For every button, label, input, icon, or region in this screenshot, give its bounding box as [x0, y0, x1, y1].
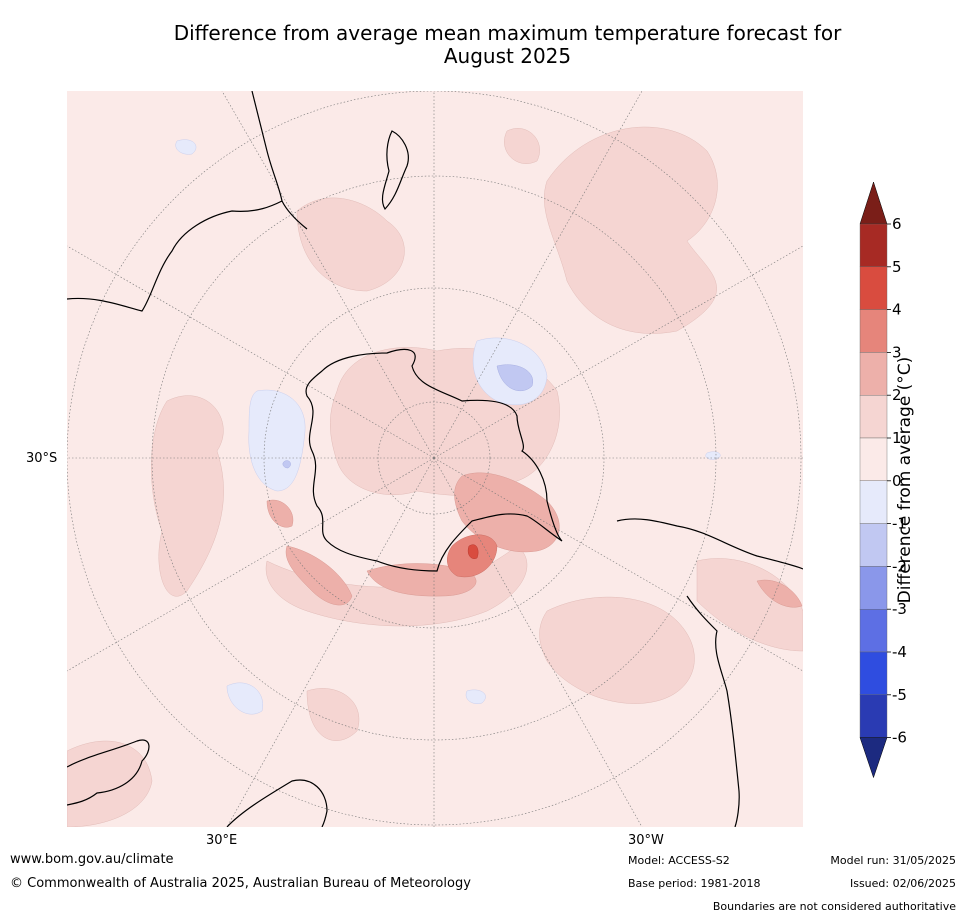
footer-copyright: © Commonwealth of Australia 2025, Austra… — [10, 876, 471, 891]
region-indian-cool — [226, 682, 264, 715]
region-tasman-pacific — [296, 197, 405, 292]
footer-website: www.bom.gov.au/climate — [10, 852, 174, 867]
meridian-120e — [67, 245, 435, 459]
australia-coastline — [67, 91, 308, 312]
south-america-coastline — [616, 518, 803, 827]
colorbar-tick-label: -6 — [892, 729, 907, 747]
colorbar-bin — [859, 609, 888, 653]
region-patagonia-east — [696, 558, 803, 652]
footer-model-run: Model run: 31/05/2025 — [830, 854, 956, 867]
meridian-120w — [433, 245, 803, 459]
region-southern-warm — [366, 563, 477, 597]
anomaly-map — [67, 91, 803, 827]
colorbar-bin — [859, 566, 888, 610]
lat-label-30s: 30°S — [26, 451, 58, 466]
footer-issued: Issued: 02/06/2025 — [849, 877, 956, 890]
region-small-cool-sa — [465, 689, 486, 704]
map-title-line-2: August 2025 — [443, 44, 572, 68]
colorbar-bin — [859, 266, 888, 310]
colorbar-bin — [859, 480, 888, 524]
anomaly-map-canvas — [67, 91, 803, 827]
meridian-150w — [433, 91, 643, 459]
colorbar: 6 5 4 3 2 1 0 -1 -2 -3 -4 -5 -6 — [858, 181, 965, 782]
colorbar-tick-label: 0 — [892, 472, 902, 490]
new-zealand-coastline — [381, 130, 409, 210]
colorbar-bin — [859, 394, 888, 439]
colorbar-arrow-top — [859, 181, 888, 225]
region-amundsen-cold-core — [496, 364, 533, 391]
region-peninsula-peak — [467, 544, 479, 559]
region-south-atlantic — [544, 126, 718, 334]
footer-model: Model: ACCESS-S2 — [628, 854, 730, 867]
colorbar-arrow-bottom — [859, 737, 888, 779]
colorbar-tick-label: -1 — [892, 515, 907, 533]
anomaly-region-4-to-5 — [467, 544, 479, 559]
colorbar-tick-label: -4 — [892, 643, 907, 661]
region-south-africa — [67, 740, 153, 827]
colorbar-tick-label: 2 — [892, 386, 902, 404]
anomaly-region-1-to-2 — [67, 126, 803, 827]
region-kerguelen-warm — [266, 499, 294, 528]
colorbar-title: Difference from average (°C) — [895, 356, 915, 604]
region-ross-warm — [285, 545, 353, 606]
footer-base-period: Base period: 1981-2018 — [628, 877, 761, 890]
colorbar-tick-label: 1 — [892, 429, 902, 447]
lon-label-30w: 30°W — [628, 833, 664, 848]
map-title-line-1: Difference from average mean maximum tem… — [173, 21, 842, 45]
lon-label-30e: 30°E — [206, 833, 238, 848]
colorbar-bin — [859, 523, 888, 567]
colorbar-bin — [859, 651, 888, 695]
region-south-america-warm — [756, 579, 803, 608]
colorbar-tick-label: 5 — [892, 258, 902, 276]
region-small-cool-nz — [175, 139, 197, 155]
footer-disclaimer: Boundaries are not considered authoritat… — [712, 900, 956, 913]
graticule — [67, 91, 803, 827]
colorbar-bin — [859, 223, 888, 267]
antarctica-coastline — [305, 348, 563, 572]
region-weddell-warm — [454, 472, 560, 553]
colorbar-tick-label: 6 — [892, 215, 902, 233]
meridian-60e — [67, 457, 435, 672]
region-ross-cold-dot — [282, 460, 291, 469]
meridian-150e — [221, 91, 435, 459]
coastlines — [67, 91, 803, 827]
region-tiny-cool-1 — [705, 451, 721, 460]
lat-circle-50s — [263, 287, 605, 629]
region-east-antarctic-cool — [248, 389, 306, 492]
colorbar-tick-label: 4 — [892, 301, 902, 319]
africa-coastline — [67, 739, 328, 827]
map-title: Difference from average mean maximum tem… — [60, 22, 955, 68]
colorbar-bin — [859, 352, 888, 396]
colorbar-bin — [859, 437, 888, 481]
region-south-pacific-east — [504, 128, 540, 164]
lat-circle-40s — [151, 175, 717, 741]
region-south-america-ocean — [539, 596, 695, 704]
colorbar-tick-label: 3 — [892, 343, 902, 361]
colorbar-canvas: 6 5 4 3 2 1 0 -1 -2 -3 -4 -5 -6 — [859, 181, 907, 779]
meridian-30w — [433, 457, 643, 827]
lat-circle-30s — [67, 91, 802, 826]
colorbar-bin — [859, 309, 888, 353]
meridian-30e — [226, 457, 435, 827]
colorbar-tick-label: -2 — [892, 557, 907, 575]
anomaly-region-2-to-3 — [266, 472, 803, 608]
region-lower-left — [306, 688, 360, 741]
colorbar-tick-label: -5 — [892, 686, 907, 704]
meridian-60w — [433, 457, 803, 672]
colorbar-tick-label: -3 — [892, 600, 907, 618]
anomaly-region-minus2-to-minus1 — [282, 364, 533, 469]
region-indian-ocean — [151, 395, 224, 597]
colorbar-bin — [859, 694, 888, 738]
